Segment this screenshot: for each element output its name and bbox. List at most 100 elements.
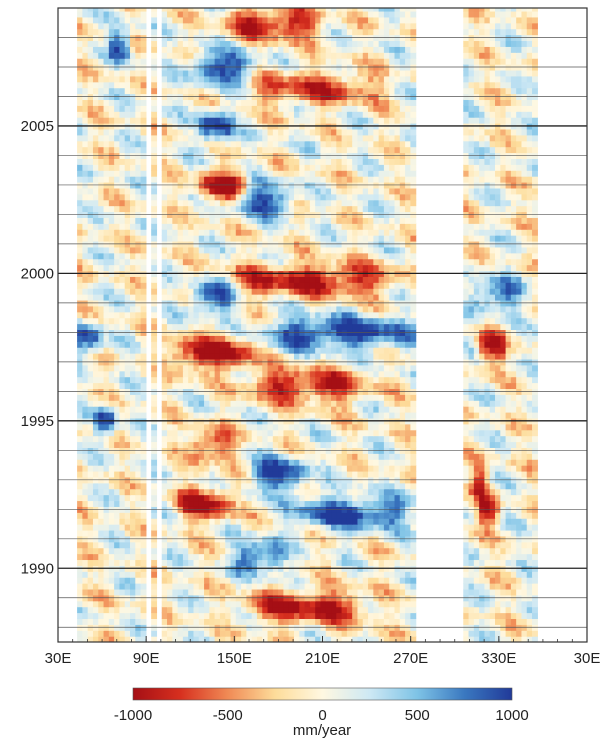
- heatmap-cell: [489, 382, 496, 389]
- heatmap-cell: [309, 400, 316, 407]
- heatmap-cell: [92, 588, 99, 596]
- heatmap-cell: [378, 547, 385, 555]
- heatmap-cell: [262, 512, 269, 519]
- heatmap-cell: [114, 335, 121, 342]
- heatmap-cell: [278, 364, 285, 372]
- heatmap-cell: [161, 494, 168, 502]
- heatmap-cell: [151, 353, 158, 360]
- heatmap-cell: [87, 470, 94, 478]
- heatmap-cell: [182, 453, 189, 460]
- heatmap-cell: [357, 441, 364, 448]
- heatmap-cell: [198, 252, 205, 260]
- heatmap-cell: [357, 600, 364, 608]
- heatmap-cell: [161, 276, 168, 283]
- heatmap-cell: [510, 494, 517, 502]
- heatmap-cell: [172, 264, 179, 272]
- heatmap-cell: [278, 547, 285, 555]
- heatmap-cell: [219, 482, 226, 490]
- heatmap-cell: [526, 518, 533, 525]
- heatmap-cell: [119, 406, 126, 413]
- heatmap-cell: [505, 341, 512, 348]
- heatmap-cell: [346, 636, 353, 642]
- heatmap-cell: [235, 394, 242, 401]
- heatmap-cell: [315, 323, 322, 331]
- heatmap-cell: [151, 441, 158, 448]
- heatmap-cell: [167, 441, 173, 448]
- heatmap-cell: [315, 553, 322, 561]
- heatmap-cell: [167, 282, 173, 289]
- heatmap-cell: [119, 630, 126, 637]
- heatmap-cell: [320, 588, 327, 596]
- heatmap-cell: [521, 524, 528, 531]
- heatmap-cell: [346, 376, 353, 384]
- heatmap-cell: [500, 353, 507, 360]
- heatmap-cell: [383, 406, 390, 413]
- heatmap-cell: [473, 500, 480, 507]
- heatmap-cell: [357, 636, 364, 642]
- heatmap-cell: [230, 423, 237, 431]
- heatmap-cell: [288, 618, 295, 625]
- heatmap-cell: [193, 612, 200, 620]
- heatmap-cell: [304, 305, 311, 313]
- heatmap-cell: [172, 364, 179, 372]
- heatmap-cell: [267, 494, 274, 502]
- heatmap-cell: [283, 583, 290, 590]
- heatmap-cell: [341, 459, 348, 466]
- heatmap-cell: [172, 571, 179, 578]
- heatmap-cell: [479, 482, 486, 490]
- heatmap-cell: [246, 370, 253, 378]
- heatmap-cell: [293, 636, 300, 642]
- heatmap-cell: [235, 630, 242, 637]
- heatmap-cell: [256, 500, 263, 507]
- heatmap-cell: [167, 276, 173, 283]
- heatmap-cell: [394, 364, 401, 372]
- heatmap-cell: [204, 606, 210, 614]
- heatmap-cell: [516, 394, 523, 401]
- heatmap-cell: [198, 583, 205, 590]
- heatmap-cell: [182, 488, 189, 496]
- heatmap-cell: [140, 423, 147, 431]
- heatmap-cell: [309, 323, 316, 331]
- heatmap-cell: [209, 276, 216, 283]
- heatmap-cell: [346, 347, 353, 354]
- heatmap-cell: [405, 282, 411, 289]
- heatmap-cell: [92, 488, 99, 496]
- heatmap-cell: [378, 459, 385, 466]
- heatmap-cell: [140, 465, 147, 472]
- heatmap-cell: [336, 335, 343, 342]
- heatmap-cell: [77, 311, 83, 319]
- heatmap-cell: [219, 423, 226, 431]
- heatmap-cell: [82, 411, 89, 419]
- heatmap-cell: [510, 282, 517, 289]
- heatmap-cell: [489, 305, 496, 313]
- heatmap-cell: [299, 353, 306, 360]
- heatmap-cell: [510, 500, 517, 507]
- heatmap-cell: [399, 406, 406, 413]
- heatmap-cell: [267, 618, 274, 625]
- heatmap-cell: [262, 282, 269, 289]
- heatmap-cell: [209, 453, 216, 460]
- heatmap-cell: [352, 294, 359, 301]
- heatmap-cell: [368, 441, 374, 448]
- heatmap-cell: [262, 441, 269, 448]
- heatmap-cell: [516, 494, 523, 502]
- heatmap-cell: [394, 600, 401, 608]
- heatmap-cell: [331, 394, 337, 401]
- heatmap-cell: [500, 529, 507, 537]
- heatmap-cell: [373, 583, 380, 590]
- heatmap-cell: [278, 630, 285, 637]
- heatmap-cell: [182, 606, 189, 614]
- heatmap-cell: [505, 600, 512, 608]
- heatmap-cell: [140, 524, 147, 531]
- heatmap-cell: [272, 459, 279, 466]
- heatmap-cell: [103, 353, 110, 360]
- heatmap-cell: [251, 500, 258, 507]
- heatmap-cell: [341, 400, 348, 407]
- heatmap-cell: [389, 636, 396, 642]
- heatmap-cell: [98, 353, 105, 360]
- heatmap-cell: [309, 600, 316, 608]
- heatmap-cell: [230, 459, 237, 466]
- heatmap-cell: [479, 323, 486, 331]
- heatmap-cell: [341, 282, 348, 289]
- heatmap-cell: [399, 583, 406, 590]
